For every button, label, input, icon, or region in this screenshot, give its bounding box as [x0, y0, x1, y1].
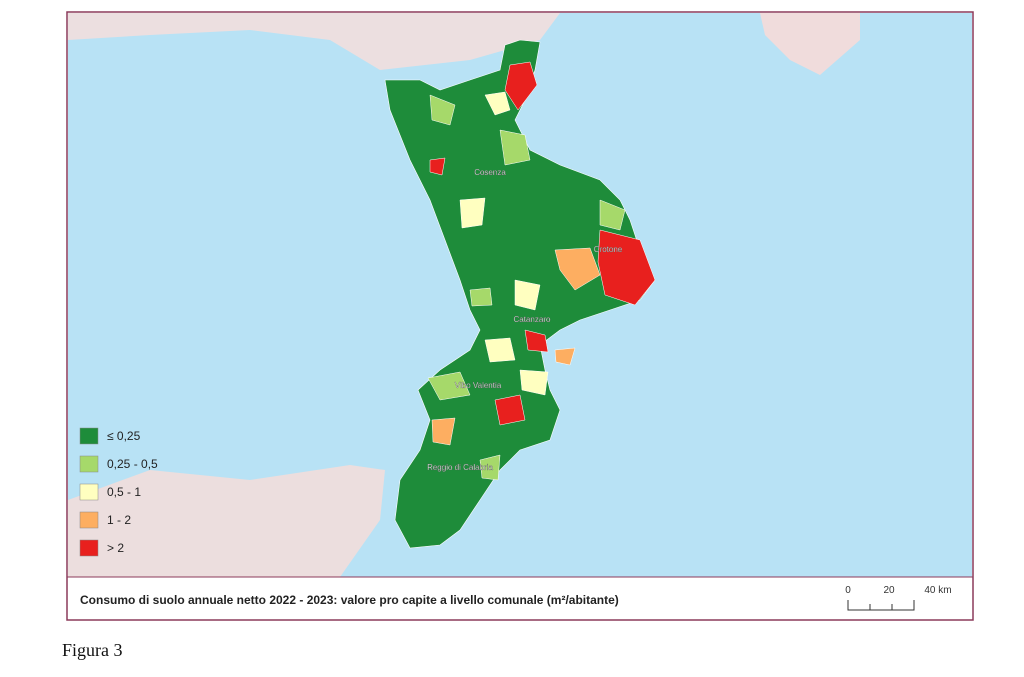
scale-label: 20: [883, 585, 895, 596]
legend-swatch: [79, 483, 99, 501]
legend-label: ≤ 0,25: [107, 429, 141, 443]
city-label: Cosenza: [474, 168, 506, 177]
scale-label: 40 km: [924, 585, 951, 596]
land-north: [68, 13, 560, 70]
area: [494, 394, 526, 426]
figure-label: Figura 3: [62, 640, 123, 660]
scale-line: [847, 600, 915, 611]
area: [484, 91, 511, 116]
area: [459, 197, 486, 229]
area: [429, 94, 456, 126]
area: [599, 199, 626, 231]
area: [469, 287, 493, 307]
legend-label: > 2: [107, 541, 124, 555]
legend-label: 0,5 - 1: [107, 485, 141, 499]
area: [519, 369, 549, 396]
municipalities: [427, 61, 656, 481]
legend-label: 1 - 2: [107, 513, 131, 527]
legend: ≤ 0,25 0,25 - 0,5 0,5 - 1 1 - 2 > 2: [79, 427, 158, 557]
scale-label: 0: [845, 585, 851, 596]
legend-swatch: [79, 539, 99, 557]
area: [504, 61, 538, 111]
area: [554, 347, 576, 366]
city-label: Crotone: [594, 245, 623, 254]
city-label: Reggio di Calabria: [427, 463, 493, 472]
area: [479, 454, 501, 481]
area: [597, 229, 656, 306]
area: [429, 157, 446, 176]
legend-swatch: [79, 427, 99, 445]
area: [524, 329, 549, 353]
area: [484, 337, 516, 363]
area: [514, 279, 541, 311]
area: [431, 417, 456, 446]
legend-label: 0,25 - 0,5: [107, 457, 158, 471]
land-east: [760, 13, 860, 75]
city-label: Catanzaro: [514, 315, 551, 324]
legend-swatch: [79, 511, 99, 529]
caption: Consumo di suolo annuale netto 2022 - 20…: [80, 593, 619, 607]
sicily: [68, 465, 385, 577]
scale-bar: 0 20 40 km: [845, 585, 952, 611]
city-label: Vibo Valentia: [455, 381, 502, 390]
area: [554, 247, 601, 291]
legend-swatch: [79, 455, 99, 473]
area: [499, 129, 531, 166]
area: [427, 371, 471, 401]
